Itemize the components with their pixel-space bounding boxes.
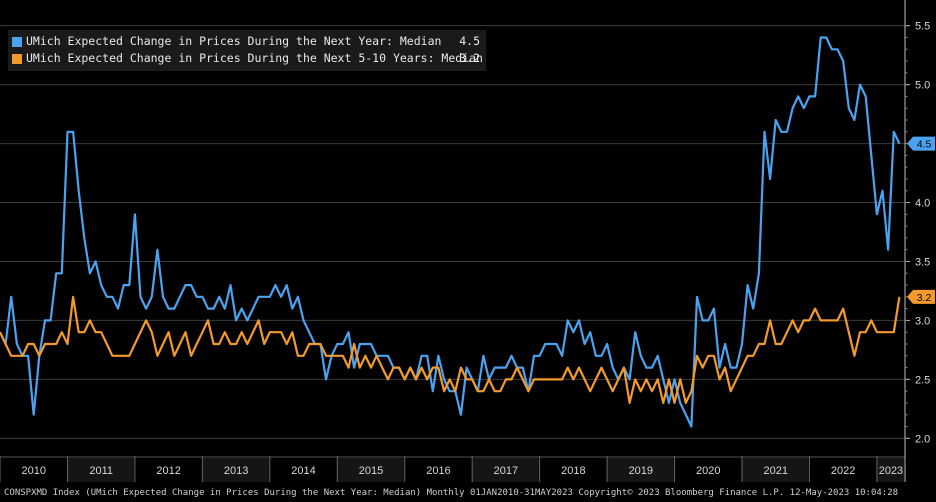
last-value-label: 3.2: [917, 292, 932, 304]
series-line-next-year: [0, 36, 901, 428]
year-band: [876, 458, 904, 482]
x-tick-label: 2013: [224, 465, 248, 477]
x-tick-label: 2017: [494, 465, 518, 477]
year-band: [809, 458, 876, 482]
year-band: [741, 458, 809, 482]
x-tick-label: 2021: [763, 465, 787, 477]
x-tick-label: 2014: [291, 465, 315, 477]
x-tick-label: 2015: [359, 465, 383, 477]
x-tick-label: 2019: [629, 465, 653, 477]
y-tick-label: 2.5: [915, 374, 930, 386]
x-tick-label: 2012: [156, 465, 180, 477]
y-tick-label: 5.0: [915, 80, 930, 92]
grid-lines: [0, 25, 905, 439]
last-value-labels: 4.5 3.2: [907, 136, 935, 304]
last-value-tag: 3.2: [907, 289, 935, 304]
y-tick-label: 2.0: [915, 433, 930, 445]
legend-swatch-orange-icon: [12, 53, 22, 64]
legend-value: 3.2: [459, 51, 480, 65]
year-band: [269, 458, 337, 482]
y-axis: 2.0 2.5 3.0 3.5 4.0 4.5 5.0 5.5: [904, 0, 930, 482]
year-band: [404, 458, 472, 482]
year-band: [472, 458, 539, 482]
y-tick-label: 3.0: [915, 315, 930, 327]
year-band: [607, 458, 674, 482]
last-value-tag: 4.5: [907, 136, 935, 151]
year-band: [539, 458, 607, 482]
legend-value: 4.5: [459, 34, 480, 48]
year-band: [67, 458, 134, 482]
x-axis-tick-labels: 2010 2011 2012 2013 2014 2015 2016 2017 2018 2019…: [21, 465, 903, 477]
legend-label: UMich Expected Change in Prices During t…: [26, 34, 442, 48]
x-tick-label: 2011: [89, 465, 113, 477]
last-value-label: 4.5: [917, 139, 932, 151]
year-band: [202, 458, 269, 482]
series-line-5-10-years: [0, 295, 901, 404]
chart-footer: CONSPXMD Index (UMich Expected Change in…: [4, 488, 899, 498]
legend-label: UMich Expected Change in Prices During t…: [26, 51, 483, 65]
legend: UMich Expected Change in Prices During t…: [8, 30, 486, 71]
x-tick-label: 2020: [696, 465, 720, 477]
x-tick-label: 2016: [426, 465, 450, 477]
legend-entry-next-year: UMich Expected Change in Prices During t…: [12, 33, 480, 50]
y-tick-label: 5.5: [915, 21, 930, 33]
legend-entry-5-10-years: UMich Expected Change in Prices During t…: [12, 50, 483, 67]
series-lines: [0, 36, 901, 428]
x-tick-label: 2023: [879, 465, 903, 477]
year-band: [0, 458, 67, 482]
year-band: [674, 458, 741, 482]
x-tick-label: 2022: [831, 465, 855, 477]
y-tick-label: 4.0: [915, 198, 930, 210]
x-tick-label: 2010: [21, 465, 45, 477]
x-tick-label: 2018: [561, 465, 585, 477]
y-tick-label: 3.5: [915, 256, 930, 268]
x-axis-bands: [0, 456, 905, 482]
year-band: [134, 458, 202, 482]
legend-swatch-blue-icon: [12, 36, 22, 47]
year-band: [337, 458, 404, 482]
